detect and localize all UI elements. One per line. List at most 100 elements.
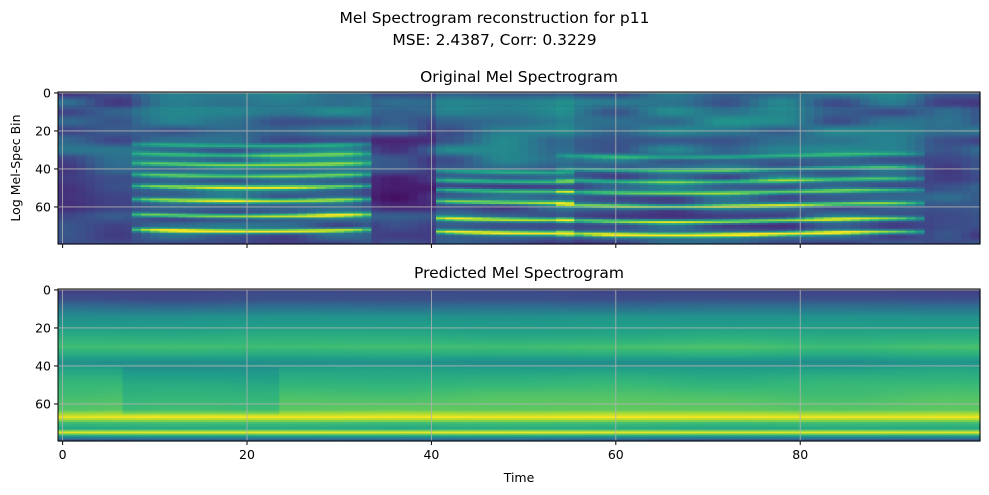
heatmap-cell [519, 198, 529, 201]
heatmap-cell [306, 143, 317, 146]
heatmap-cell [343, 99, 354, 103]
heatmap-cell [454, 139, 465, 142]
heatmap-cell [260, 116, 271, 120]
heatmap-cell [334, 219, 345, 222]
heatmap-cell [279, 114, 290, 118]
heatmap-cell [389, 103, 400, 106]
heatmap-cell [509, 152, 520, 156]
heatmap-cell [205, 238, 216, 241]
heatmap-cell [140, 177, 151, 180]
heatmap-cell [353, 145, 363, 148]
heatmap-cell [472, 188, 483, 192]
heatmap-cell [353, 116, 363, 120]
heatmap-cell [177, 124, 188, 127]
heatmap-cell [592, 236, 603, 239]
heatmap-cell [140, 175, 151, 179]
heatmap-cell [389, 183, 400, 186]
heatmap-cell [122, 116, 133, 120]
heatmap-cell [205, 183, 216, 186]
heatmap-cell [362, 135, 373, 139]
heatmap-cell [574, 95, 585, 99]
heatmap-cell [279, 162, 290, 165]
heatmap-cell [113, 112, 124, 116]
heatmap-cell [334, 101, 345, 104]
heatmap-cell [94, 99, 105, 103]
heatmap-cell [150, 236, 161, 239]
heatmap-cell [500, 185, 511, 188]
heatmap-cell [436, 111, 446, 114]
heatmap-cell [288, 226, 299, 230]
heatmap-cell [177, 114, 188, 118]
heatmap-cell [270, 213, 280, 217]
heatmap-cell [620, 147, 631, 150]
heatmap-cell [500, 198, 511, 201]
heatmap-cell [500, 160, 511, 163]
heatmap-cell [306, 131, 317, 135]
heatmap-cell [445, 242, 456, 245]
heatmap-cell [362, 175, 373, 179]
heatmap-cell [408, 209, 419, 213]
heatmap-cell [297, 143, 308, 146]
heatmap-cell [463, 124, 474, 127]
heatmap-cell [67, 152, 78, 156]
heatmap-cell [417, 137, 428, 141]
heatmap-cell [131, 211, 142, 215]
heatmap-cell [528, 207, 539, 211]
heatmap-cell [316, 204, 326, 207]
heatmap-cell [205, 232, 216, 236]
heatmap-cell [371, 217, 382, 220]
heatmap-cell [500, 164, 511, 167]
heatmap-cell [519, 105, 529, 108]
heatmap-cell [528, 183, 539, 186]
heatmap-cell [251, 240, 262, 243]
heatmap-cell [316, 97, 326, 101]
heatmap-cell [233, 164, 243, 167]
heatmap-cell [408, 154, 419, 158]
heatmap-cell [565, 194, 575, 198]
heatmap-cell [76, 200, 87, 203]
heatmap-cell [187, 194, 197, 198]
heatmap-cell [620, 169, 631, 173]
heatmap-cell [122, 143, 133, 146]
heatmap-cell [371, 105, 382, 108]
heatmap-cell [389, 202, 400, 205]
heatmap-cell [463, 143, 474, 146]
heatmap-cell [104, 152, 114, 156]
heatmap-cell [85, 240, 96, 243]
heatmap-cell [509, 147, 520, 150]
heatmap-cell [279, 105, 290, 108]
heatmap-cell [417, 152, 428, 156]
heatmap-cell [76, 105, 87, 108]
heatmap-cell [205, 200, 216, 203]
heatmap-cell [362, 185, 373, 188]
heatmap-cell [306, 166, 317, 169]
heatmap-cell [601, 166, 612, 169]
heatmap-cell [519, 145, 529, 148]
heatmap-cell [223, 183, 234, 186]
heatmap-cell [113, 188, 124, 192]
heatmap-cell [279, 122, 290, 125]
heatmap-cell [482, 131, 492, 135]
heatmap-cell [150, 111, 161, 114]
heatmap-cell [270, 173, 280, 177]
heatmap-cell [306, 158, 317, 161]
heatmap-cell [297, 211, 308, 215]
heatmap-cell [574, 152, 585, 156]
heatmap-cell [491, 240, 502, 243]
heatmap-cell [251, 194, 262, 198]
heatmap-cell [500, 99, 511, 103]
heatmap-cell [214, 200, 225, 203]
heatmap-cell [546, 238, 557, 241]
heatmap-cell [94, 179, 105, 182]
heatmap-cell [85, 230, 96, 234]
heatmap-cell [343, 204, 354, 207]
heatmap-cell [537, 131, 548, 135]
heatmap-cell [601, 221, 612, 224]
heatmap-cell [629, 97, 640, 101]
heatmap-cell [76, 111, 87, 114]
heatmap-cell [629, 118, 640, 122]
heatmap-cell [187, 97, 197, 101]
heatmap-cell [288, 209, 299, 213]
heatmap-cell [537, 143, 548, 146]
heatmap-cell [325, 133, 336, 137]
